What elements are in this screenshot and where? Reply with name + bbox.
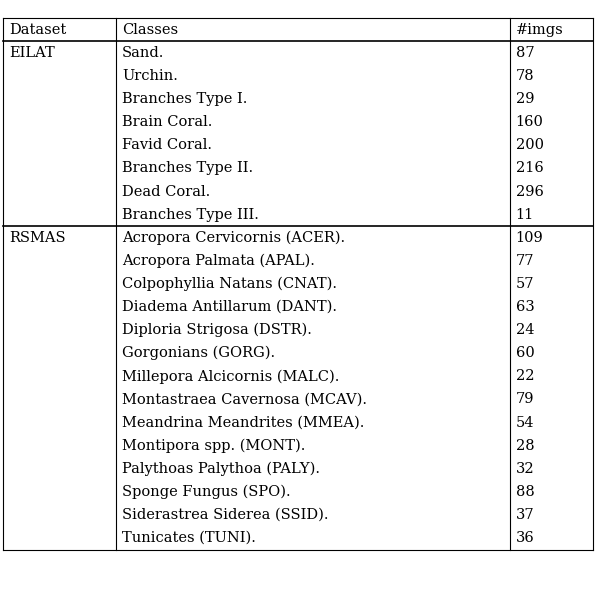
Text: Millepora Alcicornis (MALC).: Millepora Alcicornis (MALC).: [122, 369, 340, 384]
Text: Classes: Classes: [122, 22, 178, 37]
Text: Palythoas Palythoa (PALY).: Palythoas Palythoa (PALY).: [122, 461, 320, 476]
Text: Brain Coral.: Brain Coral.: [122, 115, 213, 130]
Text: Gorgonians (GORG).: Gorgonians (GORG).: [122, 346, 275, 361]
Text: Diadema Antillarum (DANT).: Diadema Antillarum (DANT).: [122, 300, 337, 314]
Text: 29: 29: [516, 92, 534, 106]
Text: Dead Coral.: Dead Coral.: [122, 184, 210, 199]
Text: Diploria Strigosa (DSTR).: Diploria Strigosa (DSTR).: [122, 323, 312, 337]
Text: 28: 28: [516, 438, 534, 453]
Text: 296: 296: [516, 184, 544, 199]
Text: 37: 37: [516, 508, 534, 522]
Text: Urchin.: Urchin.: [122, 69, 178, 83]
Text: 78: 78: [516, 69, 534, 83]
Text: Tunicates (TUNI).: Tunicates (TUNI).: [122, 531, 256, 545]
Text: EILAT: EILAT: [9, 46, 55, 60]
Text: 36: 36: [516, 531, 534, 545]
Text: 216: 216: [516, 161, 544, 176]
Text: 109: 109: [516, 230, 544, 245]
Text: Branches Type II.: Branches Type II.: [122, 161, 253, 176]
Text: Colpophyllia Natans (CNAT).: Colpophyllia Natans (CNAT).: [122, 277, 337, 291]
Text: Sponge Fungus (SPO).: Sponge Fungus (SPO).: [122, 485, 291, 499]
Text: Meandrina Meandrites (MMEA).: Meandrina Meandrites (MMEA).: [122, 415, 365, 430]
Text: 11: 11: [516, 207, 534, 222]
Text: 87: 87: [516, 46, 534, 60]
Text: 63: 63: [516, 300, 534, 314]
Text: 79: 79: [516, 392, 534, 407]
Text: Favid Coral.: Favid Coral.: [122, 138, 212, 153]
Text: Dataset: Dataset: [9, 22, 66, 37]
Text: Acropora Cervicornis (ACER).: Acropora Cervicornis (ACER).: [122, 230, 345, 245]
Text: 24: 24: [516, 323, 534, 337]
Text: 88: 88: [516, 485, 534, 499]
Text: 160: 160: [516, 115, 544, 130]
Text: Sand.: Sand.: [122, 46, 164, 60]
Text: Acropora Palmata (APAL).: Acropora Palmata (APAL).: [122, 254, 315, 268]
Text: RSMAS: RSMAS: [9, 230, 66, 245]
Text: 60: 60: [516, 346, 534, 361]
Text: Montipora spp. (MONT).: Montipora spp. (MONT).: [122, 438, 306, 453]
Text: Siderastrea Siderea (SSID).: Siderastrea Siderea (SSID).: [122, 508, 328, 522]
Text: 54: 54: [516, 415, 534, 430]
Text: 32: 32: [516, 461, 534, 476]
Text: Montastraea Cavernosa (MCAV).: Montastraea Cavernosa (MCAV).: [122, 392, 367, 407]
Text: Branches Type I.: Branches Type I.: [122, 92, 247, 106]
Text: #imgs: #imgs: [516, 22, 563, 37]
Text: 57: 57: [516, 277, 534, 291]
Text: 22: 22: [516, 369, 534, 384]
Text: 77: 77: [516, 254, 534, 268]
Text: Branches Type III.: Branches Type III.: [122, 207, 259, 222]
Text: 200: 200: [516, 138, 544, 153]
